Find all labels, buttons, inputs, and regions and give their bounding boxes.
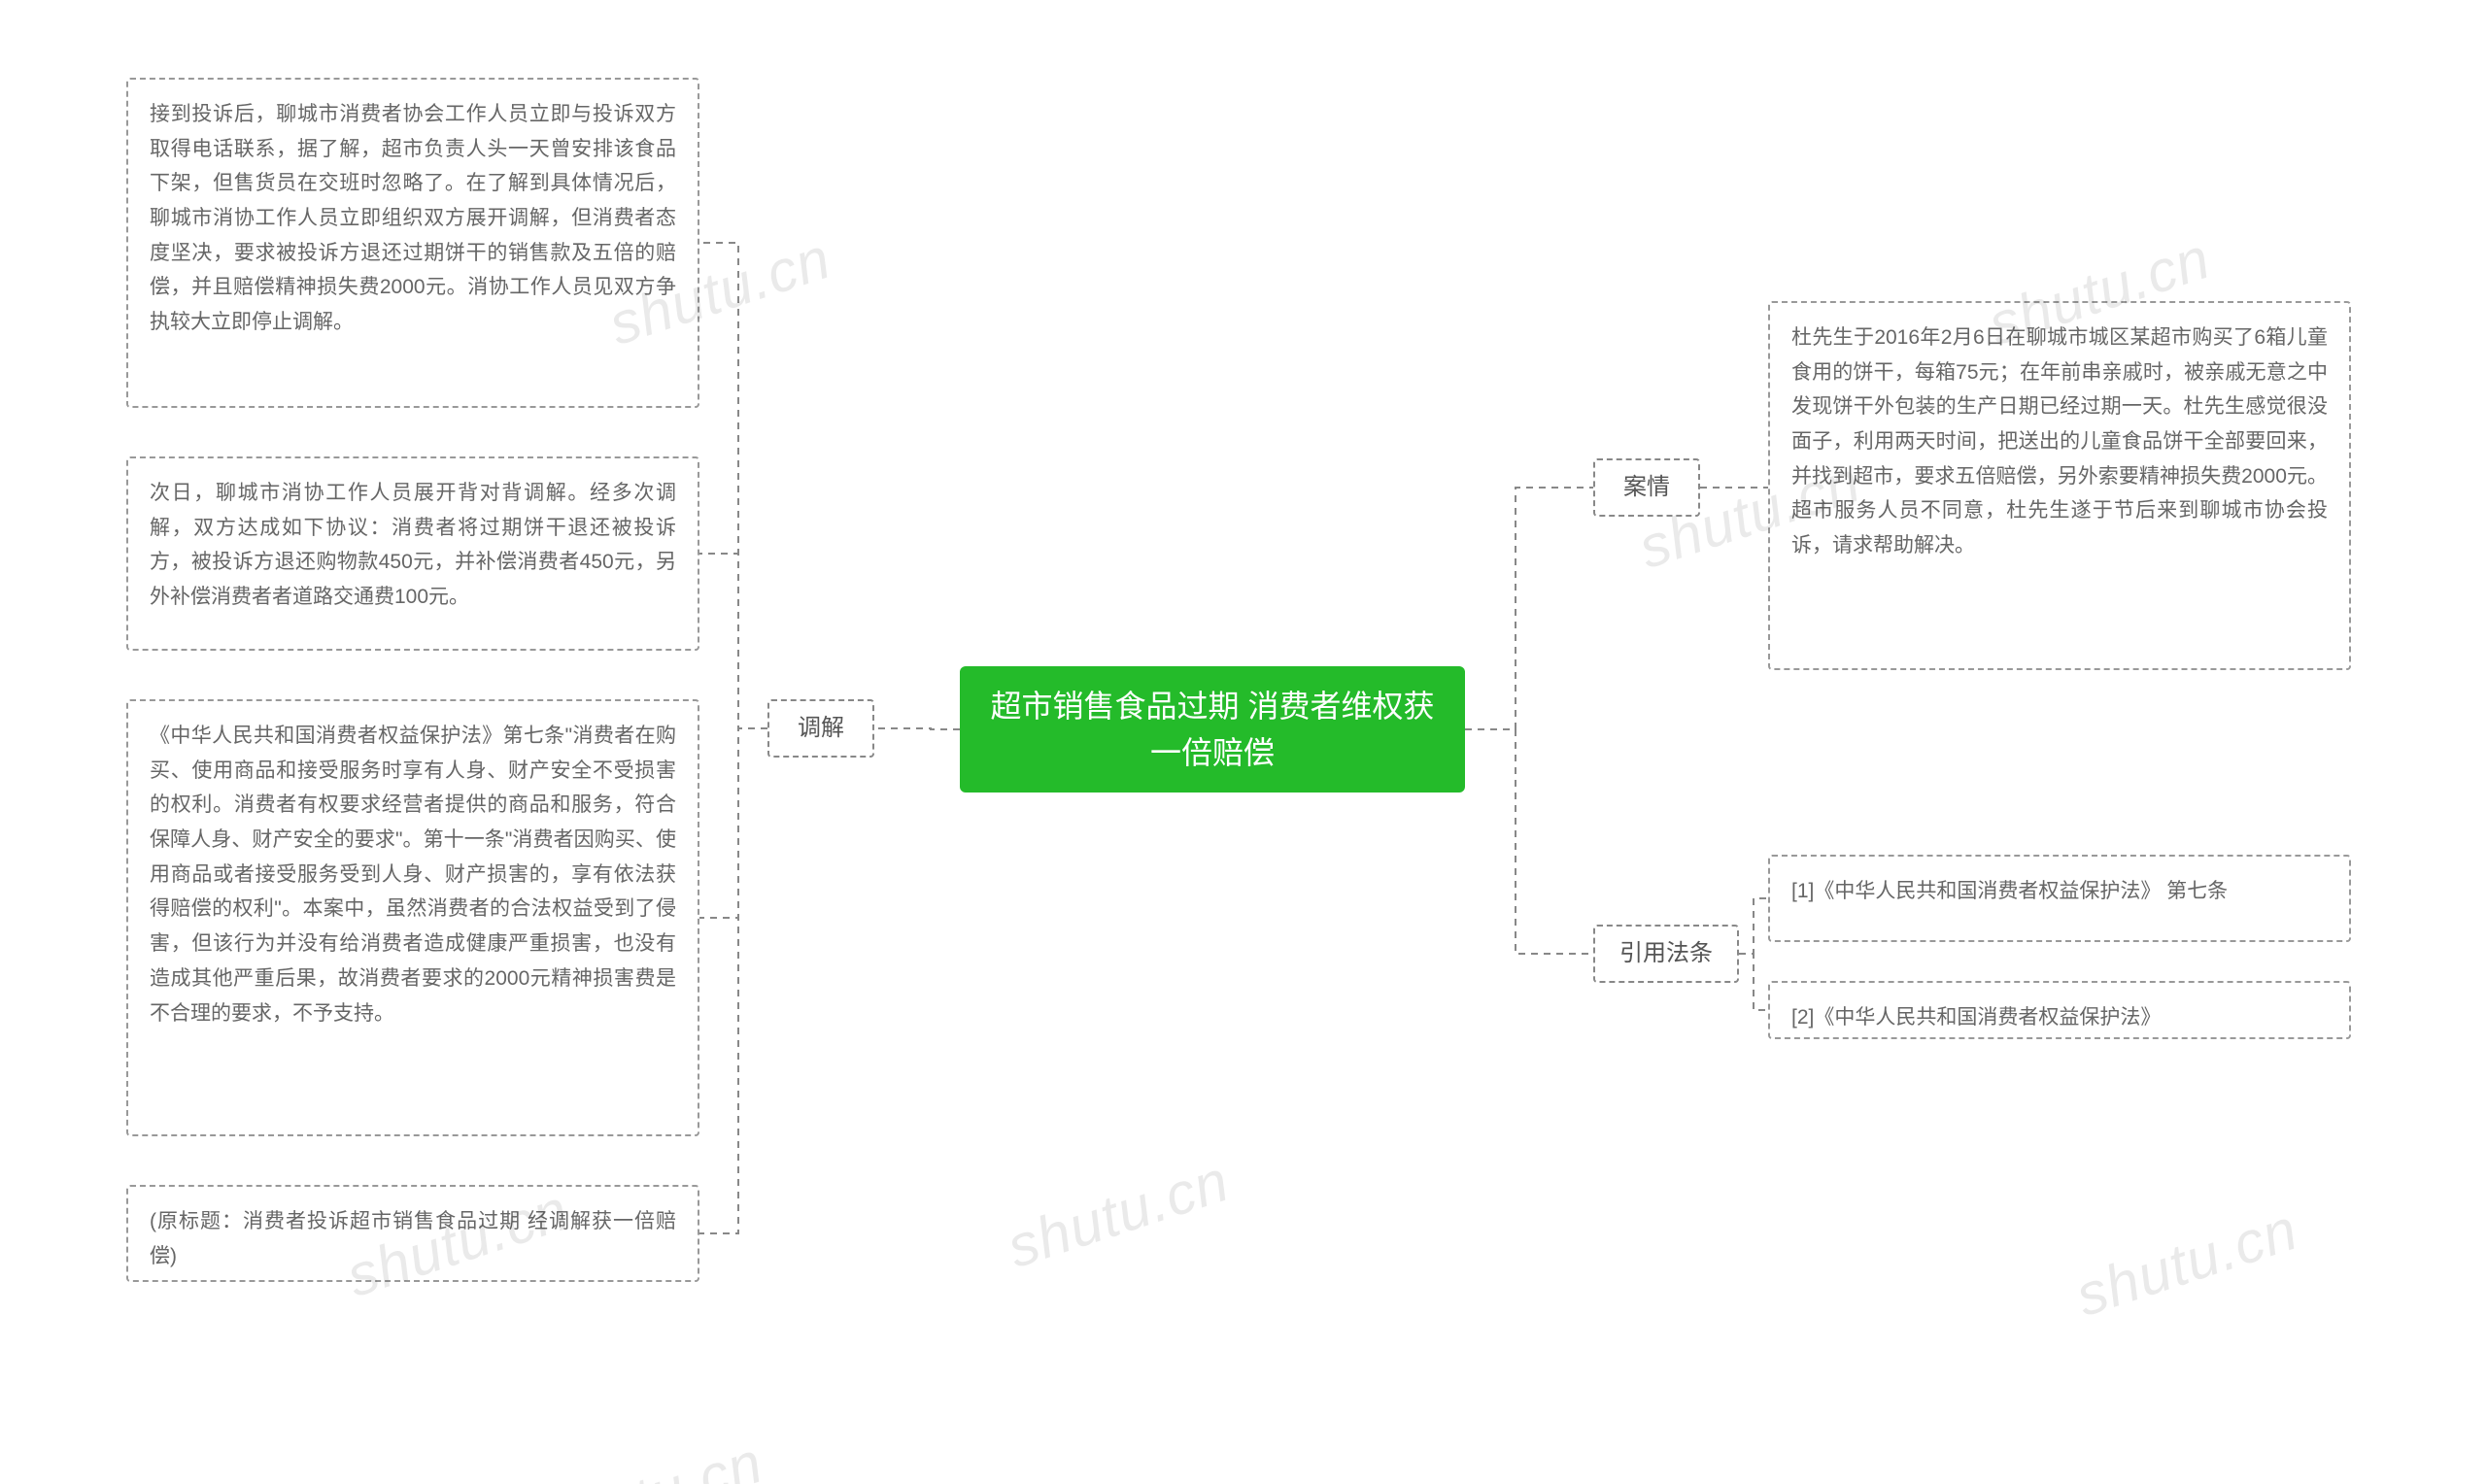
leaf-law-2: [2]《中华人民共和国消费者权益保护法》 <box>1768 981 2351 1039</box>
branch-law-label: 引用法条 <box>1619 937 1713 970</box>
leaf-text: [1]《中华人民共和国消费者权益保护法》 第七条 <box>1791 880 2228 902</box>
leaf-mediation-1: 接到投诉后，聊城市消费者协会工作人员立即与投诉双方取得电话联系，据了解，超市负责… <box>126 78 699 408</box>
leaf-text: 《中华人民共和国消费者权益保护法》第七条"消费者在购买、使用商品和接受服务时享有… <box>150 725 676 1025</box>
branch-case: 案情 <box>1593 458 1700 517</box>
watermark: shutu.cn <box>533 1429 771 1484</box>
branch-case-label: 案情 <box>1623 471 1670 504</box>
leaf-mediation-3: 《中华人民共和国消费者权益保护法》第七条"消费者在购买、使用商品和接受服务时享有… <box>126 699 699 1136</box>
center-node: 超市销售食品过期 消费者维权获一倍赔偿 <box>960 666 1465 793</box>
leaf-text: 杜先生于2016年2月6日在聊城市城区某超市购买了6箱儿童食用的饼干，每箱75元… <box>1791 326 2328 556</box>
branch-mediation: 调解 <box>767 699 874 758</box>
watermark: shutu.cn <box>1000 1147 1238 1281</box>
center-title: 超市销售食品过期 消费者维权获一倍赔偿 <box>989 683 1436 776</box>
leaf-text: 接到投诉后，聊城市消费者协会工作人员立即与投诉双方取得电话联系，据了解，超市负责… <box>150 103 676 333</box>
watermark: shutu.cn <box>2068 1196 2306 1330</box>
leaf-law-1: [1]《中华人民共和国消费者权益保护法》 第七条 <box>1768 855 2351 942</box>
branch-law: 引用法条 <box>1593 925 1739 983</box>
leaf-text: [2]《中华人民共和国消费者权益保护法》 <box>1791 1006 2161 1029</box>
leaf-mediation-4: (原标题：消费者投诉超市销售食品过期 经调解获一倍赔偿) <box>126 1185 699 1282</box>
leaf-text: (原标题：消费者投诉超市销售食品过期 经调解获一倍赔偿) <box>150 1210 676 1267</box>
branch-mediation-label: 调解 <box>798 712 844 745</box>
leaf-text: 次日，聊城市消协工作人员展开背对背调解。经多次调解，双方达成如下协议：消费者将过… <box>150 482 676 608</box>
leaf-mediation-2: 次日，聊城市消协工作人员展开背对背调解。经多次调解，双方达成如下协议：消费者将过… <box>126 456 699 651</box>
leaf-case-1: 杜先生于2016年2月6日在聊城市城区某超市购买了6箱儿童食用的饼干，每箱75元… <box>1768 301 2351 670</box>
